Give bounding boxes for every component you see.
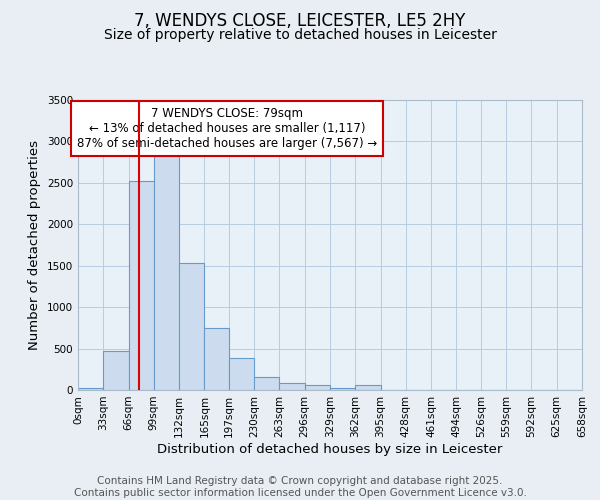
Text: Contains HM Land Registry data © Crown copyright and database right 2025.
Contai: Contains HM Land Registry data © Crown c… <box>74 476 526 498</box>
Bar <box>78 388 103 390</box>
Bar <box>103 351 128 390</box>
X-axis label: Distribution of detached houses by size in Leicester: Distribution of detached houses by size … <box>157 442 503 456</box>
Bar <box>205 328 229 390</box>
Bar <box>229 358 254 390</box>
Bar <box>179 263 205 390</box>
Text: 7, WENDYS CLOSE, LEICESTER, LE5 2HY: 7, WENDYS CLOSE, LEICESTER, LE5 2HY <box>134 12 466 30</box>
Bar <box>128 181 154 390</box>
Bar <box>254 377 280 390</box>
Bar <box>280 384 305 390</box>
Bar <box>355 386 380 390</box>
Text: 7 WENDYS CLOSE: 79sqm
← 13% of detached houses are smaller (1,117)
87% of semi-d: 7 WENDYS CLOSE: 79sqm ← 13% of detached … <box>77 106 377 150</box>
Bar <box>330 388 355 390</box>
Text: Size of property relative to detached houses in Leicester: Size of property relative to detached ho… <box>104 28 496 42</box>
Y-axis label: Number of detached properties: Number of detached properties <box>28 140 41 350</box>
Bar <box>305 386 330 390</box>
Bar <box>154 156 179 390</box>
